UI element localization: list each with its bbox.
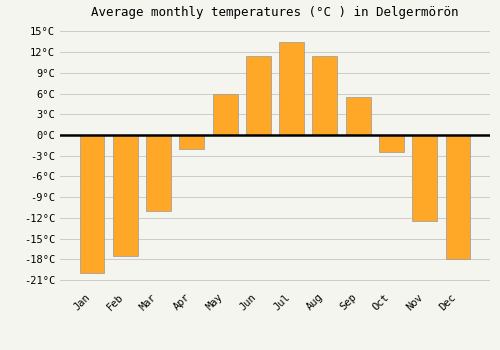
Bar [212,93,238,135]
Bar [180,135,204,149]
Bar [446,135,470,259]
Bar [379,135,404,152]
Bar [80,135,104,273]
Bar [346,97,370,135]
Bar [246,56,271,135]
Bar [312,56,338,135]
Title: Average monthly temperatures (°C ) in Delgermörön: Average monthly temperatures (°C ) in De… [91,6,459,19]
Bar [279,42,304,135]
Bar [412,135,437,221]
Bar [113,135,138,256]
Bar [146,135,171,211]
